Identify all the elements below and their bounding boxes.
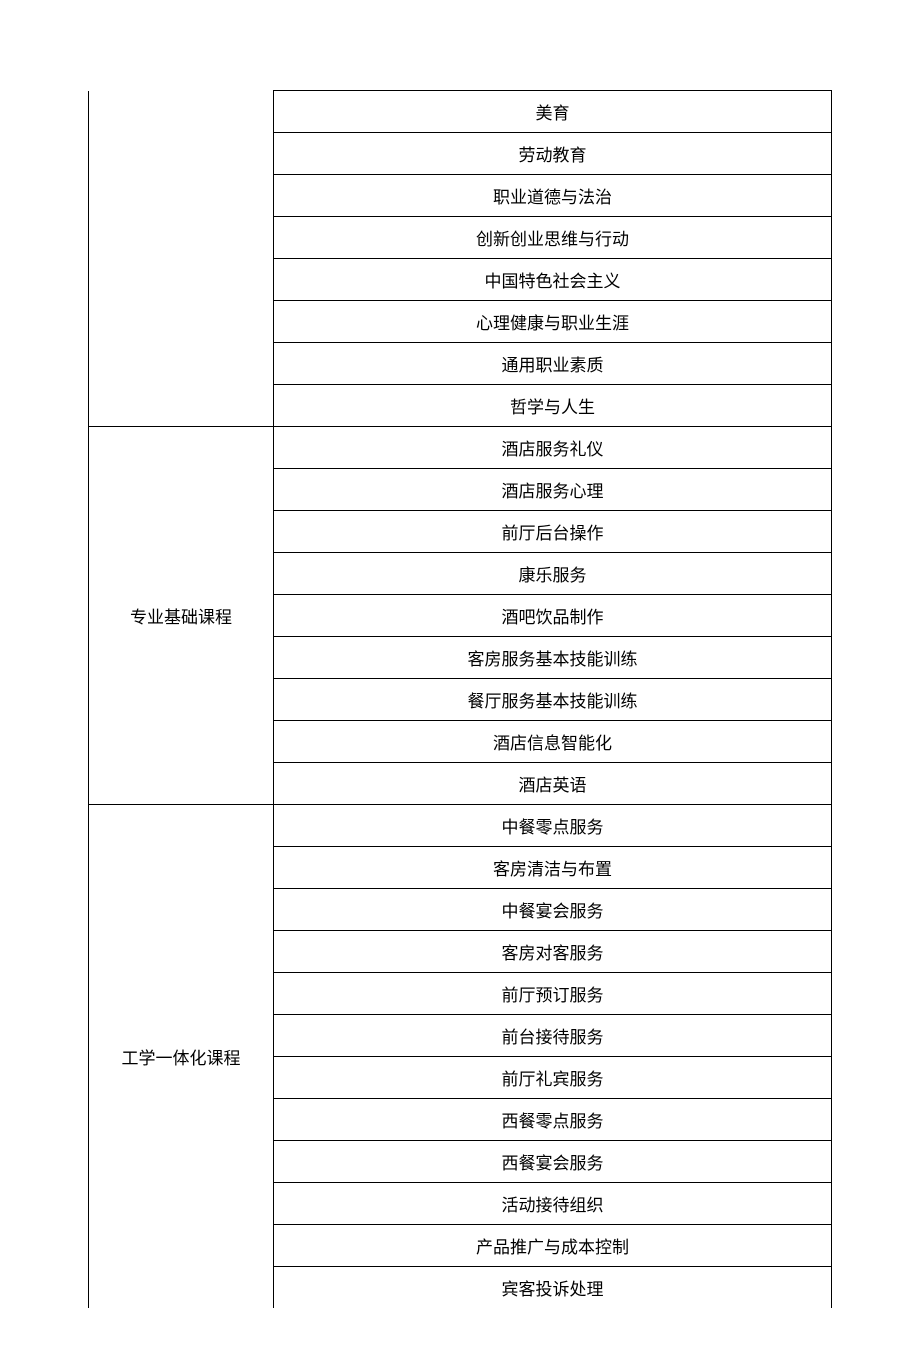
course-cell: 西餐零点服务 [274, 1099, 832, 1141]
course-cell: 通用职业素质 [274, 343, 832, 385]
course-cell: 前厅后台操作 [274, 511, 832, 553]
course-cell: 餐厅服务基本技能训练 [274, 679, 832, 721]
table-body: 美育劳动教育职业道德与法治创新创业思维与行动中国特色社会主义心理健康与职业生涯通… [89, 91, 832, 1309]
course-cell: 前台接待服务 [274, 1015, 832, 1057]
course-cell: 劳动教育 [274, 133, 832, 175]
course-cell: 客房清洁与布置 [274, 847, 832, 889]
course-cell: 西餐宴会服务 [274, 1141, 832, 1183]
course-cell: 创新创业思维与行动 [274, 217, 832, 259]
category-cell [89, 91, 274, 427]
course-cell: 美育 [274, 91, 832, 133]
table-row: 工学一体化课程中餐零点服务 [89, 805, 832, 847]
course-cell: 酒店服务礼仪 [274, 427, 832, 469]
course-cell: 哲学与人生 [274, 385, 832, 427]
course-cell: 职业道德与法治 [274, 175, 832, 217]
course-cell: 心理健康与职业生涯 [274, 301, 832, 343]
course-cell: 产品推广与成本控制 [274, 1225, 832, 1267]
course-cell: 客房对客服务 [274, 931, 832, 973]
course-cell: 中国特色社会主义 [274, 259, 832, 301]
course-cell: 前厅预订服务 [274, 973, 832, 1015]
course-cell: 活动接待组织 [274, 1183, 832, 1225]
course-cell: 酒店服务心理 [274, 469, 832, 511]
table-row: 美育 [89, 91, 832, 133]
course-cell: 康乐服务 [274, 553, 832, 595]
course-cell: 宾客投诉处理 [274, 1267, 832, 1309]
course-cell: 酒吧饮品制作 [274, 595, 832, 637]
course-cell: 中餐宴会服务 [274, 889, 832, 931]
course-cell: 中餐零点服务 [274, 805, 832, 847]
course-cell: 酒店英语 [274, 763, 832, 805]
course-cell: 客房服务基本技能训练 [274, 637, 832, 679]
category-cell: 专业基础课程 [89, 427, 274, 805]
course-cell: 前厅礼宾服务 [274, 1057, 832, 1099]
table-row: 专业基础课程酒店服务礼仪 [89, 427, 832, 469]
curriculum-table: 美育劳动教育职业道德与法治创新创业思维与行动中国特色社会主义心理健康与职业生涯通… [88, 90, 832, 1308]
category-cell: 工学一体化课程 [89, 805, 274, 1309]
course-cell: 酒店信息智能化 [274, 721, 832, 763]
